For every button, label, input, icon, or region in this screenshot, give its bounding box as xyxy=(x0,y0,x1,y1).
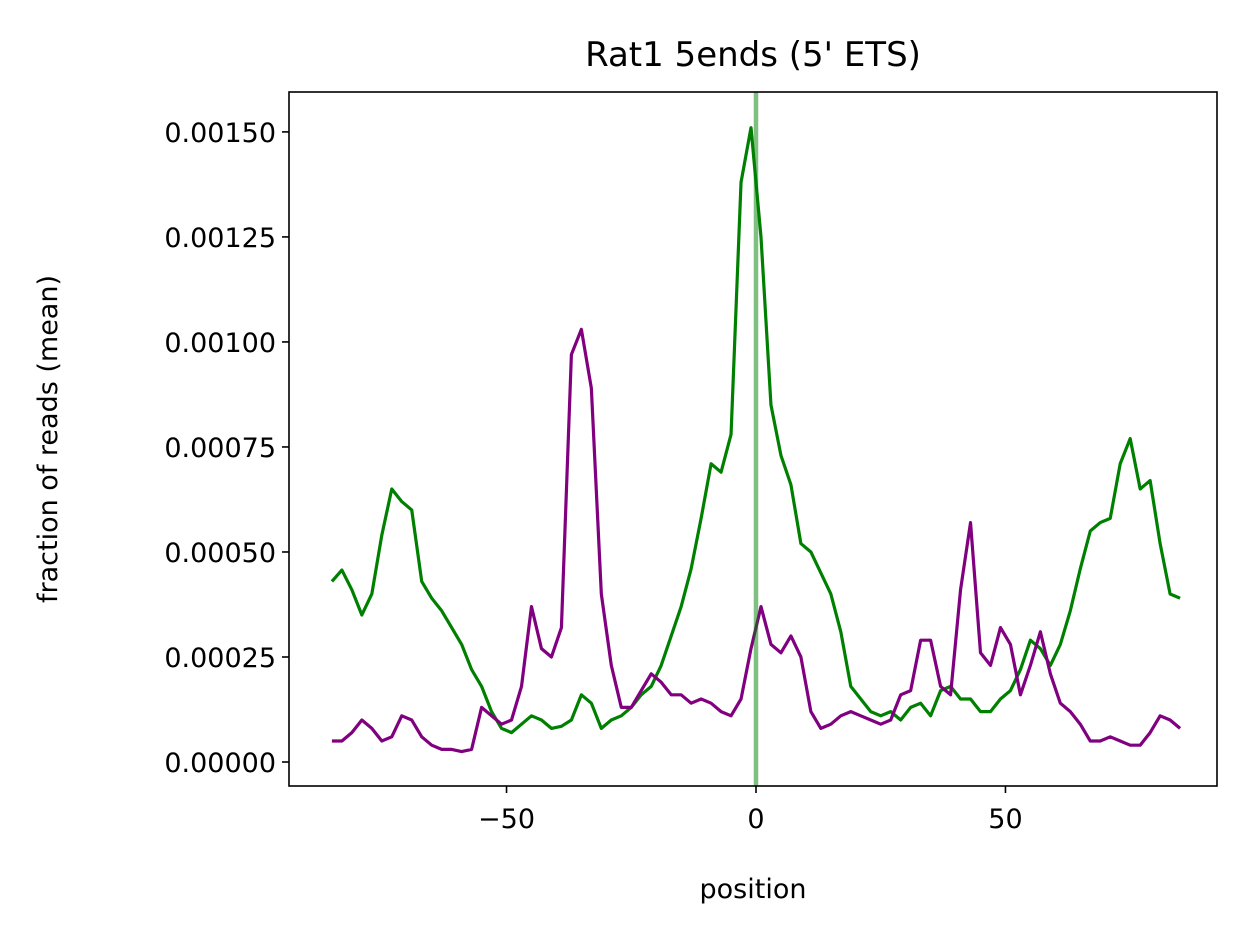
x-tick-label: 0 xyxy=(747,804,764,835)
x-axis-label: position xyxy=(700,874,807,905)
x-tick-label: 50 xyxy=(988,804,1022,835)
y-tick-label: 0.00125 xyxy=(164,223,276,254)
y-tick-label: 0.00050 xyxy=(164,538,276,569)
x-tick-label: −50 xyxy=(478,804,535,835)
y-tick-label: 0.00000 xyxy=(164,748,276,779)
plot-frame xyxy=(288,91,1218,787)
y-tick-label: 0.00025 xyxy=(164,643,276,674)
y-axis-label: fraction of reads (mean) xyxy=(33,275,64,603)
y-tick-label: 0.00075 xyxy=(164,433,276,464)
chart-title: Rat1 5ends (5' ETS) xyxy=(585,35,921,75)
y-tick-label: 0.00100 xyxy=(164,328,276,359)
y-tick-label: 0.00150 xyxy=(164,118,276,149)
